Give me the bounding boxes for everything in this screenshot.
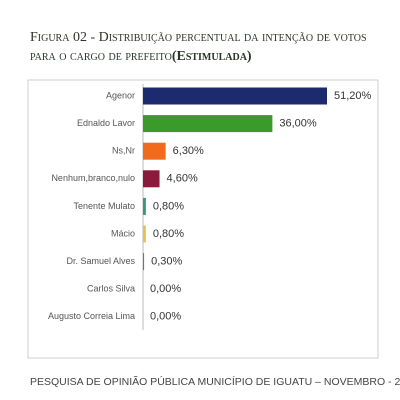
category-label: Tenente Mulato	[73, 201, 135, 211]
category-label: Nenhum,branco,nulo	[51, 173, 135, 183]
category-label: Agenor	[106, 90, 135, 100]
category-label: Mácio	[111, 228, 135, 238]
value-label: 6,30%	[173, 145, 204, 157]
source: PESQUISA DE OPINIÃO PÚBLICA MUNICÍPIO DE…	[30, 375, 400, 388]
category-label: Ns,Nr	[112, 146, 135, 156]
bar	[143, 225, 146, 243]
chart-title-part: para o cargo de prefeito	[30, 49, 172, 64]
bar	[143, 115, 273, 133]
value-label: 0,80%	[153, 200, 184, 212]
value-label: 36,00%	[279, 118, 317, 130]
value-label: 0,30%	[151, 256, 182, 268]
chart-title-suffix: (Estimulada)	[172, 49, 252, 64]
chart-title-line: para o cargo de prefeito(Estimulada)	[30, 49, 252, 64]
value-label: 51,20%	[334, 90, 372, 102]
bar	[143, 170, 160, 188]
value-label: 4,60%	[167, 173, 198, 185]
value-label: 0,00%	[150, 311, 181, 323]
bar	[143, 142, 166, 160]
value-label: 0,00%	[150, 283, 181, 295]
chart-frame	[27, 79, 379, 359]
category-label: Augusto Correia Lima	[48, 311, 135, 321]
category-label: Dr. Samuel Alves	[66, 256, 135, 266]
value-label: 0,80%	[153, 228, 184, 240]
bar	[143, 253, 145, 271]
bar	[143, 197, 146, 215]
chart-title-line: Figura 02 - Distribuição percentual da i…	[30, 30, 367, 45]
category-label: Ednaldo Lavor	[77, 118, 135, 128]
bar	[143, 87, 327, 105]
category-label: Carlos Silva	[87, 284, 135, 294]
